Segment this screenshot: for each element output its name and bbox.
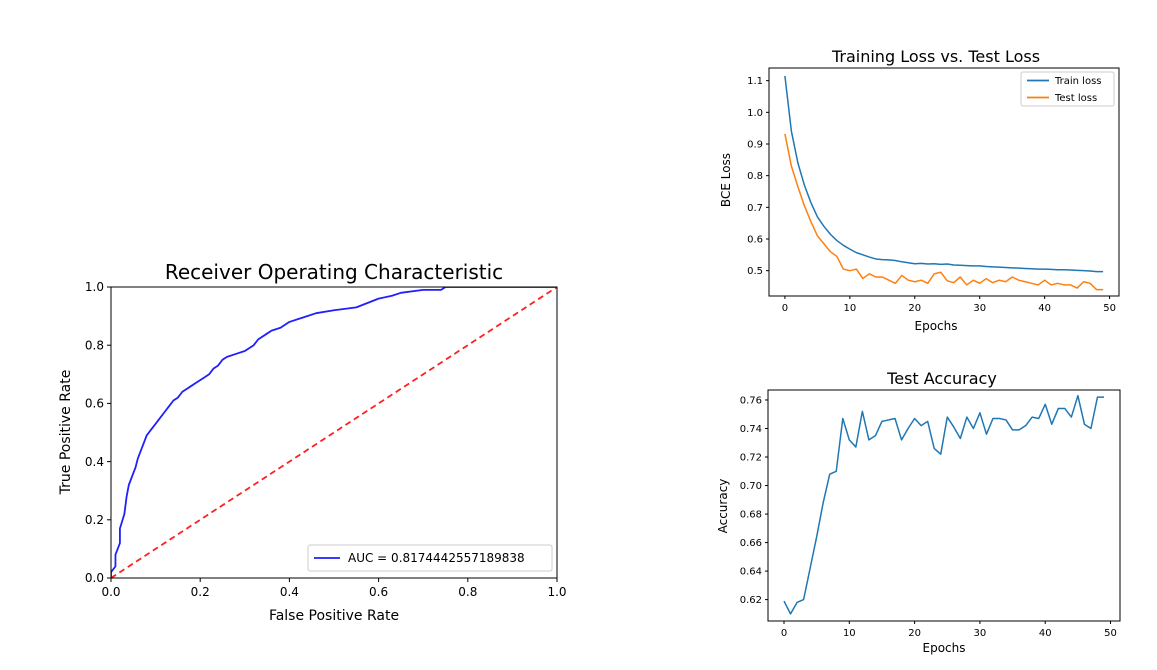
y-tick-label: 1.1	[747, 76, 763, 87]
x-tick-label: 1.0	[547, 585, 566, 599]
x-tick-label: 10	[843, 303, 856, 314]
x-tick-label: 20	[908, 303, 921, 314]
x-tick-label: 0.6	[369, 585, 388, 599]
roc-chart: Receiver Operating Characteristic False …	[58, 260, 567, 624]
y-tick-label: 0.9	[747, 140, 763, 151]
series-line-1	[111, 287, 557, 578]
y-tick-label: 0.4	[85, 455, 104, 469]
y-tick-label: 0.8	[85, 338, 104, 352]
diagonal-reference-line	[111, 287, 557, 578]
y-tick-label: 0.70	[740, 481, 762, 492]
x-tick-label: 50	[1104, 628, 1117, 639]
series-line-2	[784, 133, 1104, 291]
accuracy-chart: Test Accuracy Epochs Accuracy 0 10 20 30 40 5…	[716, 369, 1121, 655]
chart-title: Test Accuracy	[886, 369, 997, 388]
y-tick-label: 0.5	[747, 266, 763, 277]
y-axis-label: BCE Loss	[719, 153, 733, 207]
x-axis-label: Epochs	[915, 319, 958, 333]
legend-box	[307, 544, 553, 572]
x-tick-label: 20	[908, 628, 921, 639]
series-group	[784, 75, 1104, 291]
y-tick-label: 0.74	[740, 424, 762, 435]
y-axis-label: True Positive Rate	[58, 370, 74, 496]
y-tick-label: 0.0	[85, 571, 104, 585]
y-tick-label: 1.0	[85, 280, 104, 294]
y-tick-label: 0.6	[747, 235, 763, 246]
x-tick-label: 0.0	[101, 585, 120, 599]
series-group	[111, 287, 557, 578]
series-group	[783, 394, 1104, 615]
y-tick-label: 0.64	[740, 567, 762, 578]
x-axis-label: Epochs	[923, 641, 966, 655]
y-tick-label: 0.76	[740, 395, 762, 406]
legend: AUC = 0.8174442557189838	[307, 544, 553, 572]
y-tick-label: 0.72	[740, 453, 762, 464]
x-tick-label: 50	[1103, 303, 1116, 314]
chart-title: Training Loss vs. Test Loss	[831, 47, 1040, 66]
x-tick-label: 0	[781, 628, 787, 639]
plot-frame	[110, 286, 558, 579]
x-tick-label: 40	[1038, 303, 1051, 314]
y-tick-label: 1.0	[747, 108, 763, 119]
y-tick-label: 0.7	[747, 203, 763, 214]
y-tick-label: 0.2	[85, 513, 104, 527]
y-tick-label: 0.8	[747, 171, 763, 182]
y-tick-label: 0.68	[740, 510, 762, 521]
x-tick-label: 0.2	[191, 585, 210, 599]
legend-label: Test loss	[1054, 93, 1097, 104]
x-tick-label: 30	[974, 628, 987, 639]
legend-label: AUC = 0.8174442557189838	[348, 551, 525, 565]
x-tick-label: 0.4	[280, 585, 299, 599]
plot-frame	[767, 389, 1121, 622]
x-tick-label: 30	[973, 303, 986, 314]
y-tick-label: 0.66	[740, 538, 762, 549]
y-tick-label: 0.6	[85, 397, 104, 411]
series-line-1	[784, 75, 1104, 273]
legend: Train loss Test loss	[1020, 71, 1115, 107]
chart-title: Receiver Operating Characteristic	[165, 260, 503, 284]
series-line-1	[783, 394, 1104, 615]
plot-frame	[768, 67, 1120, 297]
x-tick-label: 10	[843, 628, 856, 639]
y-tick-label: 0.62	[740, 595, 762, 606]
x-axis-label: False Positive Rate	[269, 608, 399, 624]
x-tick-label: 40	[1039, 628, 1052, 639]
loss-chart: Training Loss vs. Test Loss Epochs BCE L…	[719, 47, 1120, 333]
x-tick-label: 0	[782, 303, 788, 314]
legend-label: Train loss	[1054, 76, 1102, 87]
x-tick-label: 0.8	[458, 585, 477, 599]
y-axis-label: Accuracy	[716, 479, 730, 534]
